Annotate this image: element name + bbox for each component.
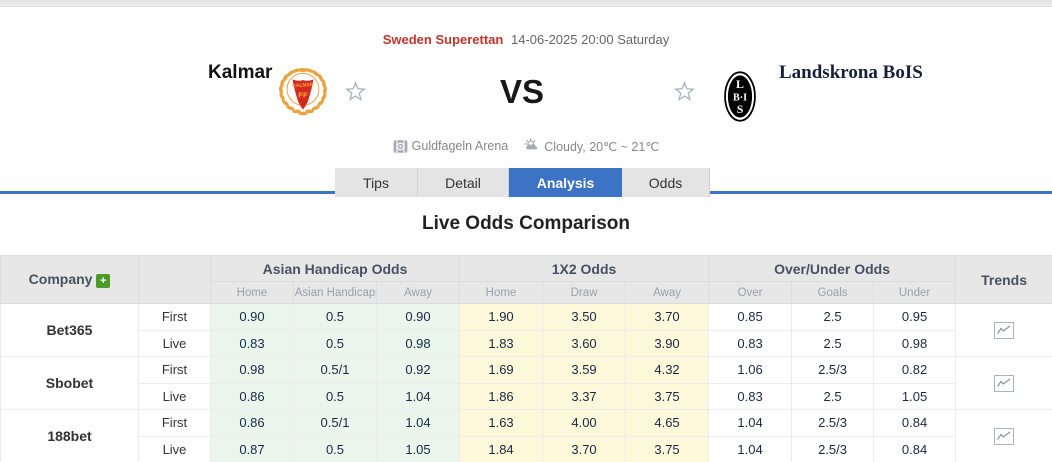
svg-text:S: S xyxy=(737,102,744,116)
svg-text:L: L xyxy=(736,77,744,91)
svg-text:FF: FF xyxy=(298,91,308,100)
